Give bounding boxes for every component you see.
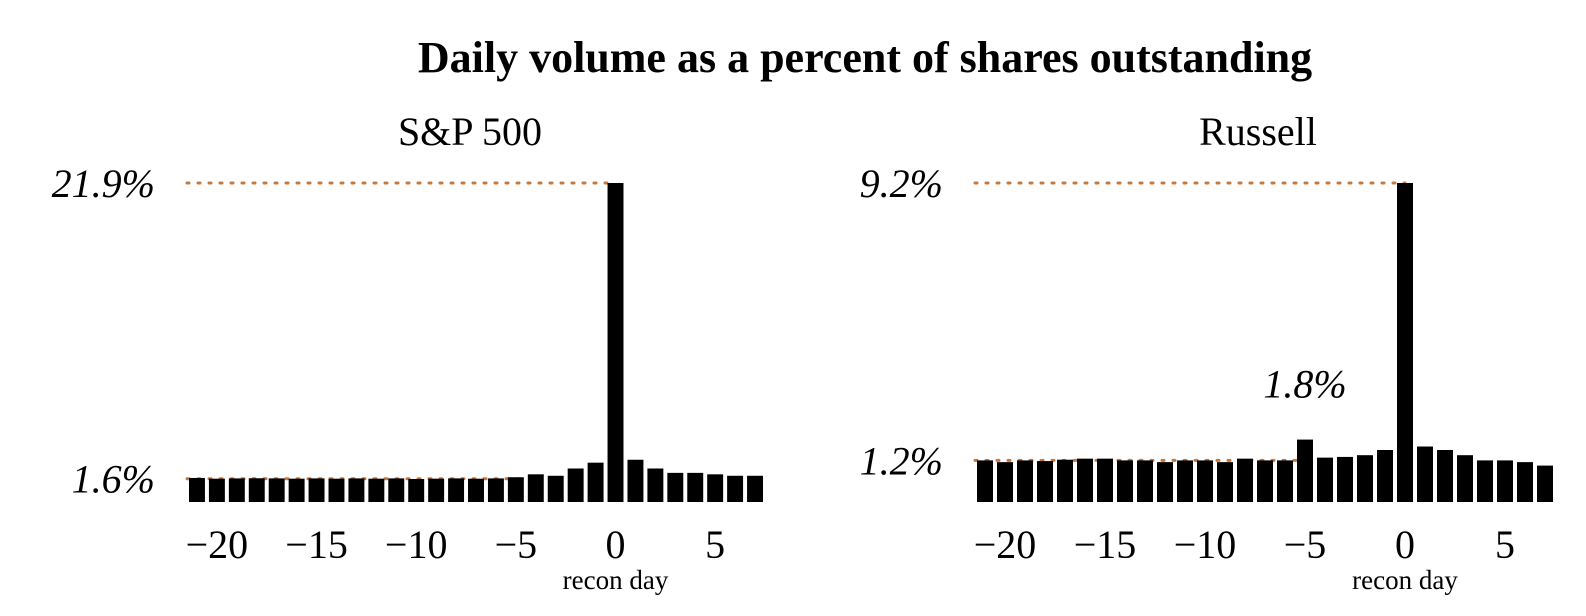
x-tick-label: −10 [1174, 522, 1237, 567]
bar-day--16 [288, 478, 305, 502]
bar-day--11 [388, 478, 405, 502]
bar-day--19 [228, 478, 245, 502]
x-tick-label: −15 [1074, 522, 1137, 567]
bar-day--6 [487, 478, 504, 502]
reference-value-label: 9.2% [860, 161, 943, 206]
bar-day--4 [1317, 457, 1333, 502]
bar-day--21 [977, 460, 993, 502]
bar-day--20 [997, 462, 1013, 502]
bar-day-1 [627, 459, 644, 502]
bar-day-2 [647, 468, 664, 502]
bar-day-7 [747, 475, 764, 502]
x-tick-label: 5 [705, 522, 725, 567]
bar-day--9 [428, 478, 445, 502]
bar-day-0 [607, 183, 624, 502]
bar-day--4 [527, 474, 544, 502]
bar-day--12 [368, 478, 385, 502]
bar-day-7 [1537, 465, 1553, 502]
panel-title: Russell [1199, 109, 1317, 154]
reference-value-label: 1.6% [72, 457, 155, 502]
bar-day--11 [1177, 460, 1193, 502]
bar-day-2 [1437, 449, 1453, 502]
bar-day-6 [1517, 462, 1533, 502]
bar-day-3 [1457, 455, 1473, 502]
bar-day-4 [687, 472, 704, 502]
x-tick-label: 0 [606, 522, 626, 567]
bar-day--17 [268, 478, 285, 502]
bar-day--2 [567, 468, 584, 502]
reference-value-label: 21.9% [52, 161, 155, 206]
x-tick-label: −5 [495, 522, 538, 567]
reference-value-label: 1.2% [860, 438, 943, 483]
bar-day--15 [1097, 458, 1113, 502]
bar-day-5 [707, 474, 724, 502]
bar-day--14 [1117, 460, 1133, 502]
bar-day--21 [188, 477, 205, 502]
bar-day--19 [1017, 460, 1033, 502]
bar-day--13 [1137, 460, 1153, 502]
x-tick-label: −20 [186, 522, 249, 567]
bar-day--16 [1077, 458, 1093, 502]
bar-day--3 [547, 475, 564, 502]
bar-day--2 [1357, 455, 1373, 502]
panel-title: S&P 500 [398, 109, 542, 154]
bar-day--6 [1277, 460, 1293, 502]
bar-day--15 [308, 478, 325, 502]
bar-day--10 [408, 478, 425, 502]
bar-day--3 [1337, 456, 1353, 502]
x-tick-label: −15 [285, 522, 348, 567]
bar-day--7 [468, 478, 484, 502]
x-tick-label: −20 [974, 522, 1037, 567]
bar-day--5 [507, 477, 524, 502]
bar-annotation: 1.8% [1263, 362, 1346, 407]
chart-panel-2: Russell 9.2% 1.2% 1.8% −20 −15 −10 −5 0 5 recon da… [860, 109, 1553, 595]
bar-day-6 [727, 475, 744, 502]
x-tick-label: 0 [1395, 522, 1415, 567]
bar-day--5 [1297, 439, 1313, 502]
x-tick-label: 5 [1495, 522, 1515, 567]
bar-day--7 [1257, 460, 1273, 502]
x-axis-label: recon day [563, 565, 669, 595]
bar-day--9 [1217, 462, 1233, 502]
chart-title: Daily volume as a percent of shares outs… [418, 33, 1312, 82]
chart-panel-1: S&P 500 21.9% 1.6% −20 −15 −10 −5 0 5 recon day [52, 109, 764, 595]
bar-day--12 [1157, 462, 1173, 502]
bar-day-5 [1497, 460, 1513, 502]
bar-day-4 [1477, 460, 1493, 502]
bar-day--20 [208, 478, 225, 502]
bar-day-1 [1417, 446, 1433, 502]
bar-day-3 [667, 472, 684, 502]
x-axis-label: recon day [1352, 565, 1458, 595]
bar-day--8 [448, 478, 465, 502]
bar-day--8 [1237, 458, 1253, 502]
x-tick-label: −5 [1284, 522, 1327, 567]
x-tick-label: −10 [385, 522, 448, 567]
bar-day--1 [587, 462, 604, 502]
bar-day--10 [1197, 460, 1213, 502]
bar-day--1 [1377, 449, 1393, 502]
bar-day--13 [348, 478, 365, 502]
bar-day--14 [328, 478, 345, 502]
bar-day--18 [1037, 461, 1053, 502]
bar-day-0 [1397, 183, 1413, 502]
bar-day--17 [1057, 459, 1073, 502]
bar-day--18 [248, 478, 265, 502]
